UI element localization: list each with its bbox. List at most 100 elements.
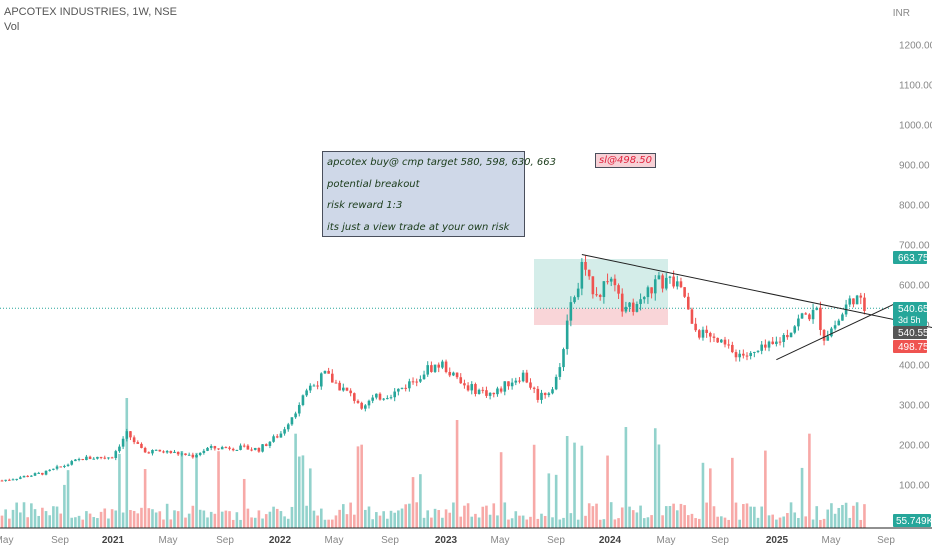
candle-body: [492, 392, 496, 395]
price-tick-label: 300.00: [899, 401, 930, 412]
volume-bar: [393, 512, 396, 528]
volume-bar: [587, 503, 591, 528]
candle-body: [125, 431, 129, 439]
volume-bar: [213, 513, 217, 528]
candle-body: [217, 448, 220, 450]
volume-bar: [364, 509, 367, 528]
volume-bar: [551, 517, 554, 528]
volume-bar: [815, 506, 819, 528]
candle-body: [543, 392, 547, 396]
candle-body: [510, 382, 514, 387]
volume-bar: [540, 513, 543, 528]
candle-body: [830, 328, 833, 337]
volume-bar: [466, 503, 470, 528]
candle-body: [463, 383, 466, 386]
candle-body: [591, 276, 595, 295]
volume-bar: [375, 512, 378, 528]
candle-body: [66, 464, 70, 466]
volume-bar: [631, 510, 635, 528]
volume-bar: [470, 516, 474, 528]
volume-bar: [833, 513, 837, 528]
candle-body: [143, 447, 147, 453]
candle-body: [499, 388, 503, 392]
candle-body: [63, 465, 66, 467]
volume-bar: [132, 510, 136, 528]
candle-body: [859, 295, 863, 298]
candle-body: [731, 344, 734, 353]
volume-bar: [63, 484, 66, 528]
volume-bar: [272, 506, 275, 528]
candle-body: [742, 353, 745, 356]
candle-body: [367, 400, 371, 406]
candle-body: [477, 389, 481, 394]
volume-bar: [8, 518, 11, 528]
candle-body: [606, 281, 609, 283]
volume-bar: [360, 444, 363, 528]
volume-bar: [386, 518, 389, 528]
candle-body: [664, 277, 668, 289]
volume-bar: [338, 509, 341, 528]
volume-bar: [239, 519, 242, 528]
volume-bar: [342, 504, 345, 528]
time-tick-label: May: [491, 535, 510, 546]
volume-bar: [275, 508, 279, 528]
volume-bar: [55, 506, 59, 528]
volume-bar: [698, 518, 701, 528]
candle-body: [841, 314, 844, 321]
volume-bar: [709, 468, 712, 528]
candle-body: [808, 314, 811, 320]
volume-bar: [525, 519, 529, 528]
volume-bar: [356, 446, 360, 528]
volume-bar: [103, 508, 107, 528]
volume-bar: [760, 506, 763, 528]
candle-body: [96, 456, 99, 459]
candle-body: [213, 446, 217, 449]
candle-body: [261, 444, 264, 452]
candle-body: [408, 381, 411, 389]
volume-bar: [620, 507, 624, 528]
volume-bar: [26, 517, 29, 528]
candle-body: [11, 479, 15, 481]
candle-body: [206, 447, 209, 451]
volume-bar: [459, 516, 463, 528]
candle-body: [404, 387, 407, 389]
time-tick-label: 2025: [766, 535, 789, 546]
candle-body: [173, 451, 176, 453]
target-price-tag: 663.75: [898, 253, 929, 264]
volume-bar: [720, 516, 723, 528]
candle-body: [426, 365, 430, 375]
volume-bar: [408, 503, 411, 528]
volume-bar: [496, 515, 499, 528]
volume-bar: [800, 467, 804, 528]
candle-body: [642, 297, 646, 300]
time-tick-label: Sep: [51, 535, 69, 546]
candle-body: [646, 287, 650, 298]
price-tick-label: 200.00: [899, 441, 930, 452]
volume-bar: [507, 519, 510, 528]
candle-body: [547, 393, 551, 396]
note-line-1: apcotex buy@ cmp target 580, 598, 630, 6…: [327, 157, 556, 168]
candle-body: [312, 385, 316, 387]
candle-body: [158, 449, 162, 452]
volume-bar: [140, 507, 143, 528]
candle-body: [246, 445, 250, 450]
candle-body: [184, 453, 187, 456]
volume-bar: [305, 505, 308, 528]
volume-bar: [33, 509, 37, 528]
volume-bar: [154, 512, 158, 528]
volume-bar: [514, 511, 518, 528]
candle-body: [690, 309, 694, 324]
candle-body: [503, 381, 507, 392]
candle-body: [488, 392, 492, 396]
volume-bar: [727, 519, 730, 528]
volume-bar: [198, 509, 202, 528]
chart-title: APCOTEX INDUSTRIES, 1W, NSE: [4, 6, 177, 18]
candle-body: [837, 320, 841, 326]
candle-body: [587, 269, 591, 277]
candle-body: [573, 297, 576, 303]
candle-body: [132, 437, 136, 443]
trade-note: apcotex buy@ cmp target 580, 598, 630, 6…: [322, 151, 556, 237]
candle-body: [121, 438, 125, 447]
volume-bar: [518, 515, 521, 528]
